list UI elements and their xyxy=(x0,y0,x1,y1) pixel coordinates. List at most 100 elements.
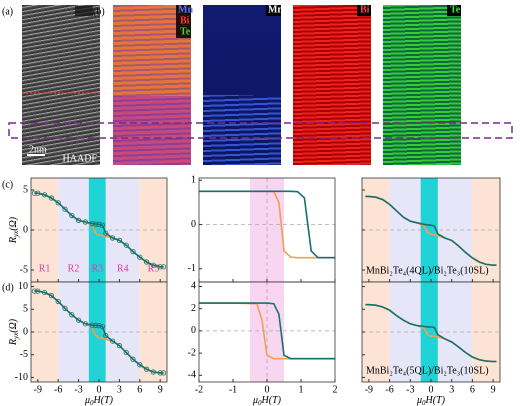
legend-label: Te xyxy=(180,26,191,37)
x-tick-label: 2 xyxy=(333,384,338,395)
x-tick-label: 6 xyxy=(470,384,475,395)
panel-label: (b) xyxy=(93,6,105,17)
y-tick-label: -1 xyxy=(188,263,196,274)
data-point xyxy=(137,254,143,260)
haadf-label: HAADF xyxy=(63,153,98,164)
annotation: MnBi₂Te₄(5QL)/Bi₂Te₃(10SL) xyxy=(366,365,489,376)
x-tick-label: 3 xyxy=(117,384,122,395)
legend-label: Bi xyxy=(180,15,190,26)
x-tick-label: -1 xyxy=(229,384,237,395)
y-axis-label-part: yx xyxy=(12,332,20,340)
series-line xyxy=(365,195,497,266)
data-point xyxy=(55,298,61,305)
x-axis-label: μ0H(T) xyxy=(416,395,446,406)
region-label: R3 xyxy=(91,263,103,274)
x-tick-label: 3 xyxy=(449,384,454,395)
data-point xyxy=(62,206,68,212)
legend-box xyxy=(266,5,281,16)
data-point xyxy=(157,370,163,376)
data-point xyxy=(35,288,41,294)
legend-label: Mn xyxy=(178,4,193,15)
region-label: R5 xyxy=(148,263,160,274)
data-point xyxy=(161,370,167,376)
x-axis-label: μ0H(T) xyxy=(84,395,114,406)
data-point xyxy=(69,213,75,219)
series-line xyxy=(34,290,164,374)
y-tick-label: 5 xyxy=(23,304,28,315)
data-point xyxy=(82,321,89,327)
y-tick-label: 0 xyxy=(191,219,196,230)
x-tick-label: 9 xyxy=(491,384,496,395)
scale-label: 2nm xyxy=(29,144,47,155)
data-point xyxy=(35,190,41,196)
data-point xyxy=(150,262,156,268)
y-tick-label: 0 xyxy=(23,326,28,337)
data-point xyxy=(31,190,38,196)
highlight-box xyxy=(8,122,513,139)
y-axis-label-part: yx xyxy=(12,230,20,238)
y-axis-label: Ryx(Ω) xyxy=(8,318,19,346)
data-point xyxy=(130,249,136,255)
y-tick-label: -4 xyxy=(188,370,196,381)
data-point xyxy=(41,192,48,198)
x-tick-label: -6 xyxy=(385,384,393,395)
data-point xyxy=(144,259,150,265)
y-tick-label: 1 xyxy=(191,175,196,186)
y-axis-label-part: R xyxy=(8,339,19,346)
x-tick-label: -9 xyxy=(365,384,373,395)
data-point xyxy=(123,349,129,356)
data-point xyxy=(103,333,109,339)
data-point xyxy=(55,200,61,206)
series-line xyxy=(365,303,497,363)
annotation: MnBi₂Te₄(4QL)/Bi₂Te₃(10SL) xyxy=(366,265,489,276)
data-point xyxy=(41,289,48,296)
y-tick-label: -2 xyxy=(188,347,196,358)
data-point xyxy=(93,322,99,329)
data-point xyxy=(137,362,143,368)
data-point xyxy=(48,195,55,201)
legend-box xyxy=(176,5,191,38)
y-tick-label: 0 xyxy=(191,325,196,336)
element-label: Mn xyxy=(268,4,283,15)
x-tick-label: 0 xyxy=(97,384,102,395)
panel-label: (d) xyxy=(2,282,14,293)
x-axis-label-part: H(T) xyxy=(425,395,446,406)
y-tick-label: -5 xyxy=(20,349,28,360)
legend-box xyxy=(357,5,371,16)
y-tick-label: 10 xyxy=(18,281,28,292)
x-axis-label-part: μ xyxy=(416,395,422,406)
series-line xyxy=(34,192,164,268)
series-line xyxy=(199,190,335,259)
y-tick-label: 0 xyxy=(23,224,28,235)
data-point xyxy=(157,264,163,270)
region-label: R4 xyxy=(117,263,129,274)
region-label: R1 xyxy=(39,263,51,274)
data-point xyxy=(82,219,89,225)
x-axis-label-part: μ xyxy=(252,395,258,406)
data-point xyxy=(110,235,116,241)
data-point xyxy=(116,237,123,243)
y-axis-label-part: (Ω) xyxy=(8,216,19,231)
data-point xyxy=(110,338,116,344)
data-point xyxy=(116,343,123,349)
data-point xyxy=(96,323,102,329)
x-tick-label: -3 xyxy=(74,384,82,395)
data-point xyxy=(99,222,106,228)
y-tick-label: -5 xyxy=(20,264,28,275)
scale-box xyxy=(75,6,93,16)
data-point xyxy=(89,322,95,328)
data-point xyxy=(144,366,150,372)
data-point xyxy=(89,221,95,227)
x-tick-label: 6 xyxy=(137,384,142,395)
element-label: Te xyxy=(450,4,461,15)
x-tick-label: 9 xyxy=(158,384,163,395)
y-tick-label: -10 xyxy=(15,372,28,383)
data-point xyxy=(99,323,106,330)
x-axis-label-part: 0 xyxy=(90,399,94,406)
series-line xyxy=(199,302,335,360)
panel-label: (c) xyxy=(2,179,13,190)
x-tick-label: -3 xyxy=(406,384,414,395)
y-axis-label-part: (Ω) xyxy=(8,318,19,333)
